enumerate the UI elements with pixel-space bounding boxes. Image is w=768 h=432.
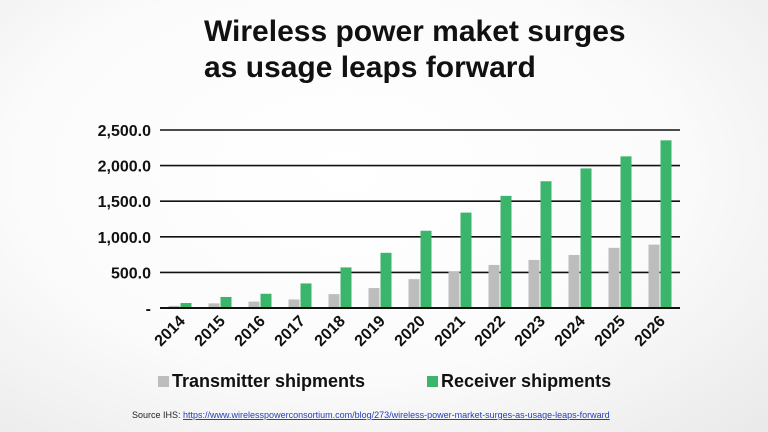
chart-title: Wireless power maket surges as usage lea…: [204, 14, 744, 86]
y-tick-label: 2,000.0: [98, 159, 151, 176]
receiver-bar-2019: [380, 252, 392, 308]
receiver-bar-2017: [300, 283, 312, 308]
legend-label-receiver: Receiver shipments: [441, 371, 611, 391]
receiver-bar-2016: [260, 293, 272, 308]
y-tick-label: 1,500.0: [98, 194, 151, 211]
receiver-bar-2024: [580, 168, 592, 308]
x-tick-label-2024: 2024: [552, 313, 589, 350]
receiver-bar-2018: [340, 267, 352, 308]
receiver-bar-2026: [660, 140, 672, 308]
receiver-bar-2023: [540, 181, 552, 308]
receiver-bar-2025: [620, 156, 632, 308]
legend-swatch-receiver: [427, 376, 438, 387]
x-tick-label-2026: 2026: [632, 313, 669, 350]
x-tick-label-2025: 2025: [592, 313, 629, 350]
y-tick-label: 1,000.0: [98, 230, 151, 247]
source-link[interactable]: https://www.wirelesspowerconsortium.com/…: [183, 410, 610, 420]
chart-title-line-1: Wireless power maket surges: [204, 15, 626, 48]
transmitter-bar-2018: [328, 294, 340, 308]
receiver-bar-2020: [420, 230, 432, 308]
receiver-bar-2015: [220, 296, 232, 308]
transmitter-bar-2023: [528, 259, 540, 308]
x-tick-label-2020: 2020: [392, 313, 429, 350]
transmitter-bar-2017: [288, 299, 300, 308]
x-tick-label-2021: 2021: [432, 313, 469, 350]
transmitter-bar-2026: [648, 244, 660, 308]
legend-swatch-transmitter: [158, 376, 169, 387]
y-tick-label: 2,500.0: [98, 123, 151, 140]
x-tick-label-2017: 2017: [272, 313, 309, 350]
transmitter-bar-2020: [408, 279, 420, 308]
transmitter-bar-2016: [248, 301, 260, 308]
transmitter-bar-2022: [488, 264, 500, 308]
transmitter-bar-2024: [568, 254, 580, 308]
source-prefix: Source IHS:: [132, 410, 184, 420]
chart-title-line-2: as usage leaps forward: [204, 51, 536, 84]
source-note: Source IHS: https://www.wirelesspowercon…: [132, 410, 610, 420]
transmitter-bar-2015: [208, 303, 220, 308]
y-tick-label: 500.0: [111, 265, 151, 282]
receiver-bar-2021: [460, 212, 472, 308]
x-tick-label-2015: 2015: [192, 313, 229, 350]
x-tick-label-2014: 2014: [152, 313, 189, 350]
legend-label-transmitter: Transmitter shipments: [172, 371, 365, 391]
transmitter-bar-2019: [368, 288, 380, 308]
x-tick-label-2022: 2022: [472, 313, 509, 350]
x-tick-label-2023: 2023: [512, 313, 549, 350]
x-tick-label-2019: 2019: [352, 313, 389, 350]
receiver-bar-2014: [180, 303, 192, 308]
x-tick-label-2016: 2016: [232, 313, 269, 350]
y-tick-label: -: [146, 301, 151, 318]
transmitter-bar-2025: [608, 247, 620, 308]
transmitter-bar-2014: [168, 305, 180, 308]
receiver-bar-2022: [500, 195, 512, 308]
transmitter-bar-2021: [448, 271, 460, 308]
x-tick-label-2018: 2018: [312, 313, 349, 350]
